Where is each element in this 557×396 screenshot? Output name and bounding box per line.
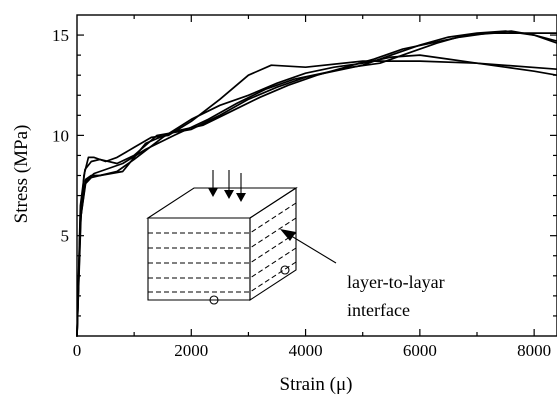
y-axis-title: Stress (MPa) <box>11 125 32 224</box>
x-axis-title: Strain (μ) <box>280 374 353 395</box>
support-roller-left <box>209 295 219 305</box>
y-tick-label: 15 <box>52 26 69 45</box>
annotation-line-2: interface <box>347 300 410 320</box>
y-tick-label: 5 <box>61 227 70 246</box>
series-line-3 <box>76 30 557 337</box>
annotation-arrowhead <box>280 229 296 241</box>
y-tick-label: 10 <box>52 126 69 145</box>
series-line-4 <box>76 30 557 337</box>
x-tick-label: 8000 <box>517 341 551 360</box>
annotation-leader <box>287 233 337 264</box>
annotation-line-1: layer-to-layar <box>347 272 445 292</box>
x-tick-label: 4000 <box>289 341 323 360</box>
axis-tick-labels: 0 2000 4000 6000 8000 5 10 15 <box>52 26 551 360</box>
series-line-1 <box>76 60 557 337</box>
specimen-front-face <box>147 217 251 301</box>
layer-interface-lines <box>148 202 297 293</box>
plot-frame <box>76 14 557 337</box>
series-layer <box>76 30 557 337</box>
x-tick-label: 6000 <box>403 341 437 360</box>
specimen-side-face <box>249 186 297 302</box>
x-tick-label: 2000 <box>174 341 208 360</box>
specimen-inset-diagram <box>146 170 337 305</box>
load-arrows <box>208 170 246 202</box>
support-roller-right <box>280 265 290 275</box>
x-tick-label: 0 <box>73 341 82 360</box>
series-line-5 <box>76 32 557 337</box>
series-line-2 <box>76 54 557 337</box>
